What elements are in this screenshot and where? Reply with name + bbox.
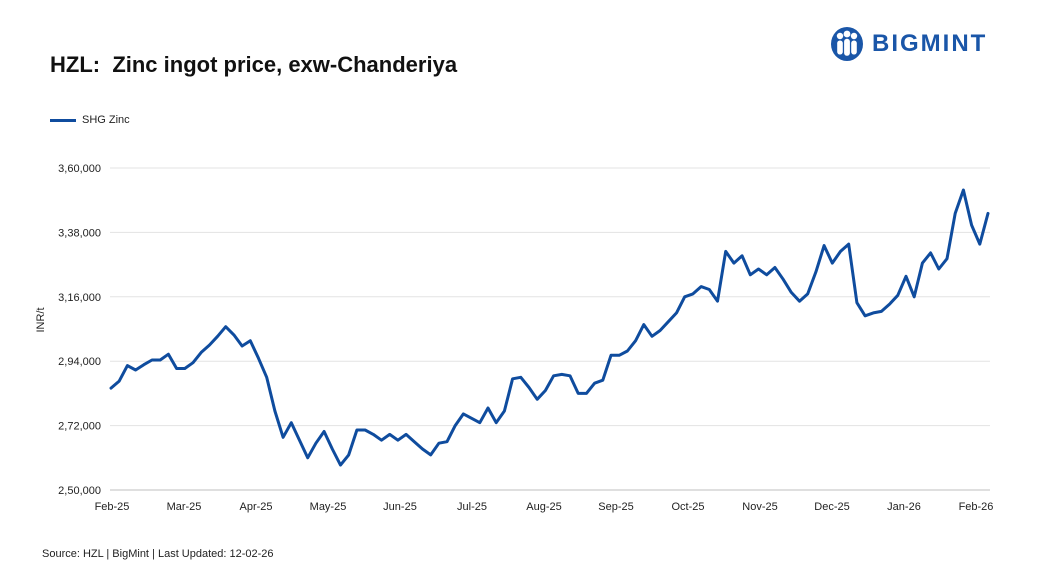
- x-tick-label: Jan-26: [887, 501, 921, 513]
- x-tick-label: Sep-25: [598, 501, 633, 513]
- x-tick-label: Apr-25: [239, 501, 272, 513]
- x-tick-label: Jun-25: [383, 501, 417, 513]
- x-tick-label: Aug-25: [526, 501, 561, 513]
- y-tick-label: 3,38,000: [58, 227, 101, 239]
- x-tick-label: May-25: [310, 501, 347, 513]
- x-tick-label: Jul-25: [457, 501, 487, 513]
- x-tick-label: Oct-25: [671, 501, 704, 513]
- legend: SHG Zinc: [50, 114, 130, 126]
- y-tick-label: 2,50,000: [58, 485, 101, 497]
- y-tick-label: 3,16,000: [58, 292, 101, 304]
- x-tick-label: Nov-25: [742, 501, 777, 513]
- y-tick-label: 2,72,000: [58, 421, 101, 433]
- bigmint-logo: BIGMINT: [830, 26, 987, 62]
- source-note: Source: HZL | BigMint | Last Updated: 12…: [42, 548, 274, 560]
- logo-text: BIGMINT: [872, 30, 988, 57]
- people-icon: [831, 27, 863, 61]
- y-tick-label: 3,60,000: [58, 163, 101, 175]
- series-line-shg-zinc: [109, 188, 990, 467]
- x-tick-label: Feb-25: [95, 501, 130, 513]
- y-axis-label: INR/t: [35, 307, 47, 332]
- x-tick-label: Dec-25: [814, 501, 849, 513]
- y-tick-label: 2,94,000: [58, 356, 101, 368]
- x-tick-label: Mar-25: [167, 501, 202, 513]
- legend-swatch: [50, 118, 76, 122]
- legend-label: SHG Zinc: [82, 114, 130, 126]
- x-tick-label: Feb-26: [959, 501, 994, 513]
- chart-title: HZL: Zinc ingot price, exw-Chanderiya: [50, 52, 458, 77]
